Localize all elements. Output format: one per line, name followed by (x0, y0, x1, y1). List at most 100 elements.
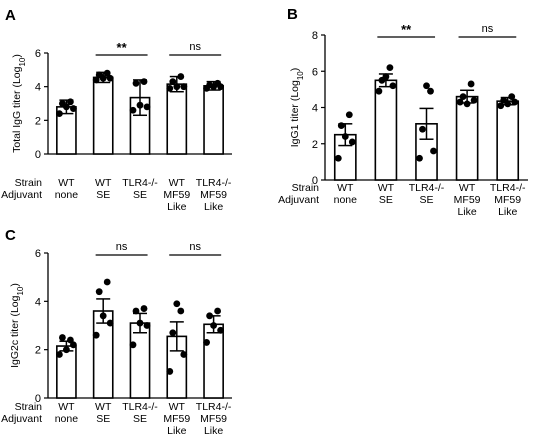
y-axis-label-end: ) (9, 283, 21, 287)
data-point (206, 312, 214, 320)
adjuvant-label: MF59 (200, 413, 227, 425)
bar (92, 76, 114, 155)
data-point (419, 125, 426, 133)
strain-label: WT (378, 182, 395, 194)
y-axis-label-subscript: 10 (18, 57, 27, 66)
adjuvant-label: MF59 (494, 194, 521, 206)
data-point (129, 106, 137, 114)
data-point (103, 278, 111, 286)
data-point (59, 334, 66, 341)
y-axis-label: IgG1 titer (Log10) (289, 68, 305, 148)
bar (203, 85, 224, 155)
data-point (70, 105, 77, 112)
data-point (143, 103, 151, 111)
bar (203, 323, 224, 399)
data-point (334, 154, 342, 162)
data-point (416, 154, 423, 162)
data-point (136, 319, 144, 327)
significance-label: ns (116, 241, 128, 253)
strain-row-label: Strain (15, 401, 43, 413)
y-tick-label: 0 (35, 393, 41, 405)
strain-row-label: Strain (292, 182, 320, 194)
bar (129, 322, 151, 399)
y-axis-label-main: Total IgG titer (Log (11, 66, 23, 153)
data-point (106, 319, 114, 327)
adjuvant-label: MF59 (163, 189, 190, 201)
bar (374, 79, 398, 181)
data-point (375, 87, 383, 95)
data-point (67, 98, 74, 106)
data-point (511, 98, 519, 106)
y-tick-label: 4 (312, 103, 318, 115)
data-point (203, 339, 211, 346)
data-point (92, 76, 100, 84)
strain-label: TLR4-/- (196, 177, 232, 189)
data-point (177, 73, 185, 80)
data-point (56, 351, 63, 358)
data-point (217, 326, 225, 334)
data-point (173, 300, 181, 308)
strain-label: TLR4-/- (122, 177, 158, 189)
data-point (467, 80, 475, 88)
adjuvant-label: Like (167, 201, 186, 213)
y-axis-label: IgG2c titer (Log10) (9, 283, 25, 368)
adjuvant-label: Like (498, 206, 517, 218)
data-point (92, 331, 100, 339)
data-point (341, 133, 349, 140)
significance-label: ns (189, 41, 201, 53)
y-axis-label-end: ) (289, 68, 301, 72)
strain-label: WT (58, 177, 75, 189)
y-tick-label: 4 (35, 82, 41, 94)
y-axis-label-main: IgG1 titer (Log (289, 80, 301, 147)
adjuvant-label: Like (204, 425, 223, 437)
adjuvant-label: SE (419, 194, 433, 206)
data-point (382, 73, 390, 81)
adjuvant-row-label: Adjuvant (1, 413, 42, 425)
strain-label: TLR4-/- (409, 182, 445, 194)
adjuvant-label: SE (96, 189, 110, 201)
data-point (456, 98, 464, 106)
strain-label: WT (95, 177, 112, 189)
y-tick-label: 6 (312, 66, 318, 78)
data-point (345, 111, 353, 119)
bar (496, 100, 520, 181)
strain-label: WT (169, 177, 186, 189)
data-point (348, 138, 356, 146)
data-point (497, 102, 505, 110)
data-point (132, 79, 140, 87)
adjuvant-row-label: Adjuvant (278, 194, 319, 206)
strain-label: WT (58, 401, 75, 413)
adjuvant-label: none (334, 194, 358, 206)
bar (455, 95, 479, 181)
significance-label: ** (117, 40, 128, 55)
data-point (386, 64, 394, 72)
y-tick-label: 6 (35, 48, 41, 60)
adjuvant-label: Like (457, 206, 476, 218)
data-point (140, 78, 148, 86)
data-point (508, 93, 516, 101)
strain-label: TLR4-/- (122, 401, 158, 413)
data-point (169, 329, 177, 337)
y-tick-label: 2 (312, 139, 318, 151)
panel-letter: A (5, 7, 16, 24)
y-axis-label-end: ) (11, 54, 23, 58)
data-point (129, 341, 137, 349)
data-point (210, 322, 218, 329)
data-point (166, 84, 174, 92)
data-point (166, 368, 174, 375)
data-point (132, 307, 140, 315)
y-tick-label: 0 (312, 175, 318, 187)
strain-label: WT (169, 401, 186, 413)
strain-label: WT (337, 182, 354, 194)
data-point (63, 103, 70, 111)
adjuvant-label: none (55, 413, 79, 425)
y-tick-label: 2 (35, 115, 41, 127)
data-point (423, 82, 430, 90)
adjuvant-label: MF59 (163, 413, 190, 425)
strain-label: TLR4-/- (490, 182, 526, 194)
data-point (143, 322, 151, 329)
adjuvant-label: SE (379, 194, 393, 206)
data-point (67, 336, 74, 344)
